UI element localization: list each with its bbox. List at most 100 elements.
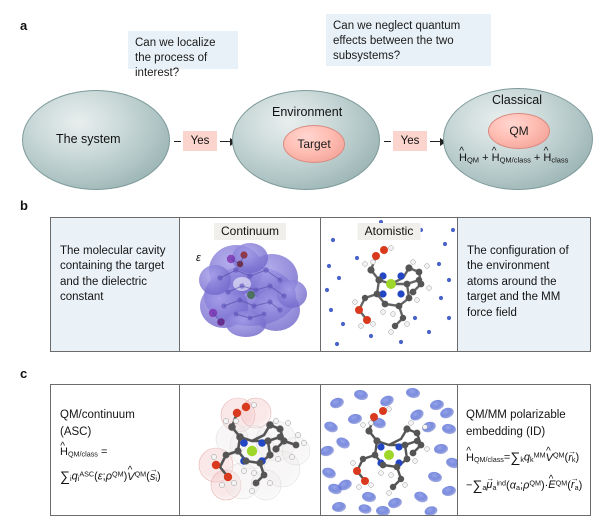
eqm2-minus: − bbox=[466, 478, 473, 491]
eqm-r-sub: k bbox=[571, 455, 576, 465]
eqm2-rho-sup: QM bbox=[529, 477, 541, 487]
eqm2-mu: μ bbox=[486, 479, 492, 491]
eqm-H-sub: QM/class bbox=[473, 455, 504, 465]
eqc-open2: ( bbox=[146, 470, 150, 483]
eqm-sum: ∑ bbox=[510, 449, 521, 466]
eqm-close: ) bbox=[575, 451, 580, 464]
atomistic-pill-label: Atomistic bbox=[357, 223, 421, 240]
panel-a-letter: a bbox=[20, 18, 28, 33]
qm-mm-equations: QM/MM polarizable embedding (ID) HQM/cla… bbox=[466, 407, 582, 495]
eqm2-open2: ( bbox=[567, 478, 571, 491]
panel-b: The molecular cavity containing the targ… bbox=[50, 217, 591, 352]
qm-mm-eq-line1: HQM/class=∑kqkMMVQM(rk) bbox=[466, 447, 582, 467]
yes-button-1[interactable]: Yes bbox=[183, 131, 217, 151]
target-label: Target bbox=[297, 137, 331, 151]
target-ellipse: Target bbox=[283, 125, 345, 163]
dash-line-2 bbox=[384, 141, 391, 143]
yes-button-2[interactable]: Yes bbox=[393, 131, 427, 151]
h-class-symbol: H bbox=[543, 152, 551, 164]
qm-continuum-equations: QM/continuum (ASC) HQM/class = ∑iqiASC(ε… bbox=[60, 407, 161, 487]
eqc-sum-sub: i bbox=[69, 474, 72, 484]
eqm-H: H bbox=[466, 452, 474, 464]
classical-label: Classical bbox=[492, 93, 543, 107]
qm-continuum-title-2: (ASC) bbox=[60, 425, 92, 438]
atomistic-molecule-graphic bbox=[324, 219, 456, 347]
callout-quantum-question: Can we neglect quantum effects between t… bbox=[326, 14, 491, 66]
qm-continuum-eq-line2: ∑iqiASC(ε;ρQM)VQM(si) bbox=[60, 466, 161, 486]
epsilon-symbol: ε bbox=[196, 252, 201, 264]
continuum-molecule-graphic bbox=[199, 243, 307, 337]
eqc-close2: ) bbox=[156, 470, 161, 483]
eqc-rho: ρ bbox=[105, 470, 112, 483]
h-qmclass-symbol: H bbox=[492, 152, 500, 164]
mm-polarizable-molecule-graphic bbox=[321, 387, 457, 515]
eqm2-mu-sup: ind bbox=[496, 477, 507, 487]
qm-continuum-title-1: QM/continuum bbox=[60, 409, 135, 421]
atomistic-description-cell: The configuration of the environment ato… bbox=[457, 218, 590, 351]
yes-label-2: Yes bbox=[400, 135, 420, 147]
panel-a: a Can we localize the process of interes… bbox=[0, 0, 600, 195]
eqm-equals: = bbox=[503, 451, 511, 464]
eqm2-sum: ∑ bbox=[472, 476, 483, 493]
asc-cavity-molecule-graphic bbox=[198, 397, 311, 501]
eqc-H: H bbox=[60, 446, 68, 458]
system-label: The system bbox=[56, 132, 121, 146]
eqc-V: V bbox=[127, 471, 134, 483]
dash-line-1 bbox=[174, 141, 181, 143]
eqm2-E-sup: QM bbox=[555, 477, 568, 487]
eqm-r: r bbox=[568, 452, 572, 464]
eqm2-dot: · bbox=[544, 478, 549, 491]
h-qm-symbol: H bbox=[459, 152, 467, 164]
qm-label: QM bbox=[509, 124, 529, 138]
qm-mm-eq-line2: −∑aμaind(αa;ρQM)·EQM(ra) bbox=[466, 475, 582, 495]
eqm2-sum-sub: a bbox=[482, 482, 487, 492]
qm-mm-method-cell: QM/MM polarizable embedding (ID) HQM/cla… bbox=[457, 385, 590, 515]
eqm-V-sup: QM bbox=[552, 450, 565, 460]
classical-hamiltonian: HQM + HQM/class + Hclass bbox=[459, 152, 568, 164]
continuum-description-text: The molecular cavity containing the targ… bbox=[60, 245, 166, 304]
eqm-q-sub: k bbox=[530, 455, 534, 465]
eqm2-semi: ; bbox=[520, 478, 524, 491]
environment-label: Environment bbox=[272, 105, 343, 119]
eqm2-r: r bbox=[571, 479, 575, 491]
eqc-q-sup: ASC bbox=[79, 469, 95, 479]
eqc-equals: = bbox=[100, 446, 108, 459]
eqc-s-sub: i bbox=[155, 474, 157, 484]
h-qmclass-sub: QM/class bbox=[499, 155, 531, 165]
panel-c: QM/continuum (ASC) HQM/class = ∑iqiASC(ε… bbox=[50, 384, 591, 516]
qm-continuum-method-cell: QM/continuum (ASC) HQM/class = ∑iqiASC(ε… bbox=[51, 385, 179, 515]
ham-plus-2: + bbox=[533, 152, 541, 164]
eqm2-close: ) bbox=[540, 478, 545, 491]
ham-plus-1: + bbox=[482, 152, 489, 164]
eqc-eps: ε bbox=[97, 470, 103, 483]
eqm-V: V bbox=[546, 452, 553, 464]
eqm-sum-sub: k bbox=[520, 455, 524, 465]
eqc-open: ( bbox=[94, 470, 98, 483]
mm-polarizable-molecule-cell bbox=[320, 385, 457, 515]
eqm2-alpha-sub: a bbox=[516, 482, 520, 492]
arrow-line-2 bbox=[430, 141, 441, 143]
atomistic-image-cell: Atomistic bbox=[320, 218, 457, 351]
atomistic-description-text: The configuration of the environment ato… bbox=[467, 245, 569, 319]
eqc-q: q bbox=[71, 470, 78, 483]
eqc-q-sub: i bbox=[77, 474, 80, 484]
eqc-rho-sup: QM bbox=[112, 469, 124, 479]
eqc-close: ) bbox=[123, 470, 128, 483]
qm-mm-title-1: QM/MM polarizable bbox=[466, 409, 566, 421]
eqc-H-sub: QM/class bbox=[67, 449, 98, 459]
eqc-semi: ; bbox=[102, 470, 106, 483]
continuum-description-cell: The molecular cavity containing the targ… bbox=[51, 218, 179, 351]
eqm2-rho: ρ bbox=[523, 478, 530, 491]
continuum-pill-label: Continuum bbox=[213, 223, 287, 240]
eqm2-E: E bbox=[548, 479, 555, 491]
system-ellipse bbox=[22, 90, 170, 190]
h-qm-sub: QM bbox=[466, 155, 480, 165]
callout-localize-text: Can we localize the process of interest? bbox=[135, 37, 216, 80]
callout-quantum-text: Can we neglect quantum effects between t… bbox=[333, 20, 461, 63]
eqm2-close2: ) bbox=[578, 478, 583, 491]
qm-mm-title-2: embedding (ID) bbox=[466, 425, 546, 438]
eqm2-mu-sub: a bbox=[492, 482, 497, 492]
h-class-sub: class bbox=[551, 155, 569, 165]
eqc-V-sup: QM bbox=[134, 469, 147, 479]
